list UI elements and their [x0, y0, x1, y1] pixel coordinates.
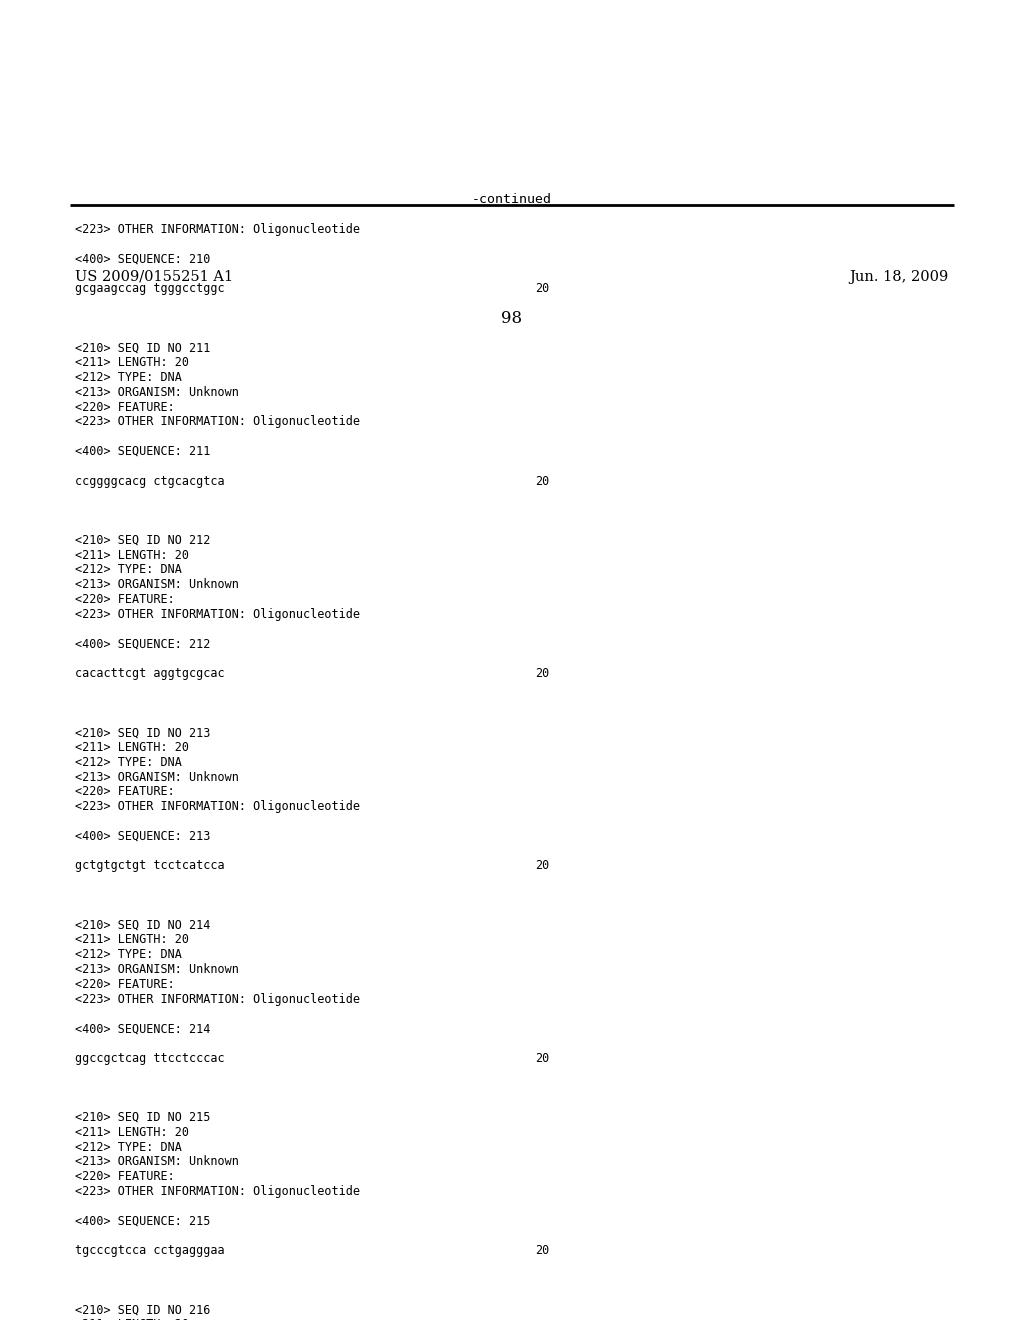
- Text: <213> ORGANISM: Unknown: <213> ORGANISM: Unknown: [75, 385, 239, 399]
- Text: <400> SEQUENCE: 214: <400> SEQUENCE: 214: [75, 1022, 210, 1035]
- Text: <400> SEQUENCE: 212: <400> SEQUENCE: 212: [75, 638, 210, 651]
- Text: <213> ORGANISM: Unknown: <213> ORGANISM: Unknown: [75, 771, 239, 784]
- Text: <223> OTHER INFORMATION: Oligonucleotide: <223> OTHER INFORMATION: Oligonucleotide: [75, 223, 360, 236]
- Text: <210> SEQ ID NO 216: <210> SEQ ID NO 216: [75, 1303, 210, 1316]
- Text: <220> FEATURE:: <220> FEATURE:: [75, 785, 175, 799]
- Text: <220> FEATURE:: <220> FEATURE:: [75, 400, 175, 413]
- Text: <400> SEQUENCE: 211: <400> SEQUENCE: 211: [75, 445, 210, 458]
- Text: <212> TYPE: DNA: <212> TYPE: DNA: [75, 756, 182, 768]
- Text: <211> LENGTH: 20: <211> LENGTH: 20: [75, 1126, 189, 1139]
- Text: tgcccgtcca cctgagggaa: tgcccgtcca cctgagggaa: [75, 1245, 224, 1257]
- Text: <400> SEQUENCE: 215: <400> SEQUENCE: 215: [75, 1214, 210, 1228]
- Text: <400> SEQUENCE: 213: <400> SEQUENCE: 213: [75, 830, 210, 842]
- Text: -continued: -continued: [472, 193, 552, 206]
- Text: gctgtgctgt tcctcatcca: gctgtgctgt tcctcatcca: [75, 859, 224, 873]
- Text: 20: 20: [535, 1052, 549, 1065]
- Text: ggccgctcag ttcctcccac: ggccgctcag ttcctcccac: [75, 1052, 224, 1065]
- Text: <223> OTHER INFORMATION: Oligonucleotide: <223> OTHER INFORMATION: Oligonucleotide: [75, 800, 360, 813]
- Text: <210> SEQ ID NO 214: <210> SEQ ID NO 214: [75, 919, 210, 932]
- Text: <223> OTHER INFORMATION: Oligonucleotide: <223> OTHER INFORMATION: Oligonucleotide: [75, 416, 360, 429]
- Text: <212> TYPE: DNA: <212> TYPE: DNA: [75, 948, 182, 961]
- Text: 20: 20: [535, 1245, 549, 1257]
- Text: <210> SEQ ID NO 213: <210> SEQ ID NO 213: [75, 726, 210, 739]
- Text: <220> FEATURE:: <220> FEATURE:: [75, 1171, 175, 1183]
- Text: Jun. 18, 2009: Jun. 18, 2009: [850, 271, 949, 284]
- Text: <223> OTHER INFORMATION: Oligonucleotide: <223> OTHER INFORMATION: Oligonucleotide: [75, 1185, 360, 1199]
- Text: 98: 98: [502, 310, 522, 327]
- Text: <210> SEQ ID NO 215: <210> SEQ ID NO 215: [75, 1111, 210, 1125]
- Text: gcgaagccag tgggcctggc: gcgaagccag tgggcctggc: [75, 282, 224, 296]
- Text: 20: 20: [535, 859, 549, 873]
- Text: <400> SEQUENCE: 210: <400> SEQUENCE: 210: [75, 252, 210, 265]
- Text: <210> SEQ ID NO 211: <210> SEQ ID NO 211: [75, 342, 210, 354]
- Text: 20: 20: [535, 282, 549, 296]
- Text: <212> TYPE: DNA: <212> TYPE: DNA: [75, 1140, 182, 1154]
- Text: <210> SEQ ID NO 212: <210> SEQ ID NO 212: [75, 533, 210, 546]
- Text: <211> LENGTH: 20: <211> LENGTH: 20: [75, 549, 189, 561]
- Text: <213> ORGANISM: Unknown: <213> ORGANISM: Unknown: [75, 1155, 239, 1168]
- Text: <212> TYPE: DNA: <212> TYPE: DNA: [75, 371, 182, 384]
- Text: <211> LENGTH: 20: <211> LENGTH: 20: [75, 356, 189, 370]
- Text: <223> OTHER INFORMATION: Oligonucleotide: <223> OTHER INFORMATION: Oligonucleotide: [75, 993, 360, 1006]
- Text: 20: 20: [535, 667, 549, 680]
- Text: <213> ORGANISM: Unknown: <213> ORGANISM: Unknown: [75, 578, 239, 591]
- Text: US 2009/0155251 A1: US 2009/0155251 A1: [75, 271, 233, 284]
- Text: <220> FEATURE:: <220> FEATURE:: [75, 593, 175, 606]
- Text: <220> FEATURE:: <220> FEATURE:: [75, 978, 175, 991]
- Text: cacacttcgt aggtgcgcac: cacacttcgt aggtgcgcac: [75, 667, 224, 680]
- Text: <212> TYPE: DNA: <212> TYPE: DNA: [75, 564, 182, 577]
- Text: 20: 20: [535, 475, 549, 487]
- Text: ccggggcacg ctgcacgtca: ccggggcacg ctgcacgtca: [75, 475, 224, 487]
- Text: <223> OTHER INFORMATION: Oligonucleotide: <223> OTHER INFORMATION: Oligonucleotide: [75, 607, 360, 620]
- Text: <211> LENGTH: 20: <211> LENGTH: 20: [75, 741, 189, 754]
- Text: <213> ORGANISM: Unknown: <213> ORGANISM: Unknown: [75, 964, 239, 975]
- Text: <211> LENGTH: 20: <211> LENGTH: 20: [75, 1319, 189, 1320]
- Text: <211> LENGTH: 20: <211> LENGTH: 20: [75, 933, 189, 946]
